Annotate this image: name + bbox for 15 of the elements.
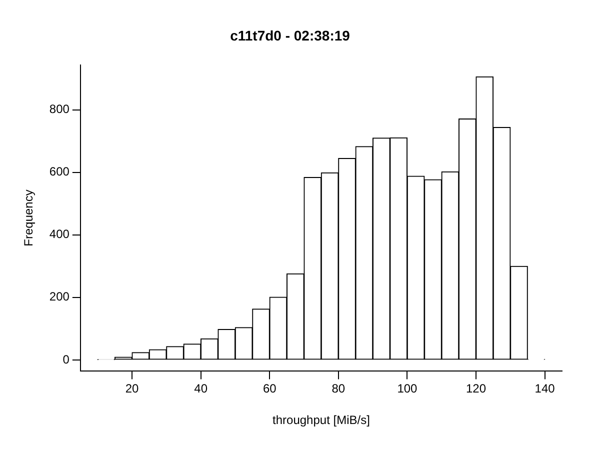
- x-tick-label: 20: [125, 382, 140, 396]
- y-tick-label: 0: [62, 352, 70, 366]
- x-tick-label: 100: [397, 382, 418, 396]
- y-tick-label: 200: [49, 290, 70, 304]
- y-tick-label: 400: [49, 227, 70, 242]
- y-tick-label: 600: [49, 164, 70, 179]
- x-tick-label: 140: [534, 382, 556, 396]
- x-tick-label: 40: [194, 382, 208, 396]
- x-tick-label: 120: [466, 382, 486, 396]
- x-tick-label: 80: [332, 382, 346, 396]
- y-tick-label: 800: [49, 102, 70, 116]
- x-axis-title: throughput [MiB/s]: [272, 413, 370, 428]
- chart-title: c11t7d0 - 02:38:19: [230, 27, 350, 44]
- x-tick-label: 60: [262, 382, 277, 396]
- y-axis-title: Frequency: [22, 190, 36, 246]
